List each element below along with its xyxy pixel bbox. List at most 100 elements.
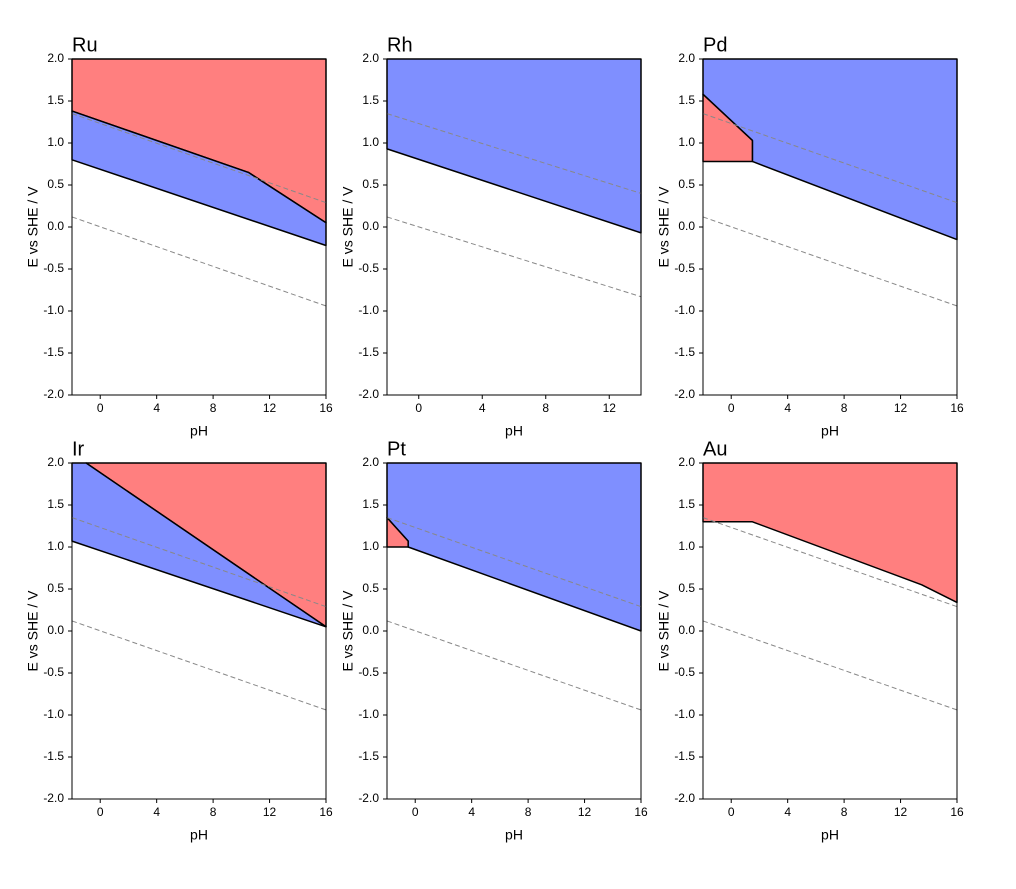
x-tick-label: 4 — [784, 401, 791, 415]
y-tick-label: -1.0 — [358, 707, 379, 721]
y-tick-label: -1.0 — [674, 303, 695, 317]
y-tick-label: -1.5 — [674, 749, 695, 763]
y-axis-label: E vs SHE / V — [656, 186, 672, 268]
x-tick-label: 4 — [468, 805, 475, 819]
y-tick-label: 1.5 — [678, 497, 695, 511]
x-axis-label: pH — [505, 423, 523, 439]
reference-line — [71, 517, 327, 608]
x-tick-label: 12 — [603, 401, 617, 415]
x-tick-label: 12 — [263, 805, 277, 819]
y-axis-label: E vs SHE / V — [340, 186, 356, 268]
region — [386, 462, 642, 632]
x-tick-label: 4 — [479, 401, 486, 415]
chart-title: Au — [703, 438, 727, 460]
y-tick-label: -0.5 — [43, 665, 64, 679]
x-tick-label: 0 — [412, 805, 419, 819]
x-axis-label: pH — [505, 827, 523, 843]
x-axis-label: pH — [190, 827, 208, 843]
y-tick-label: 2.0 — [362, 455, 379, 469]
y-tick-label: 0.5 — [362, 177, 379, 191]
reference-line — [386, 620, 642, 711]
region — [386, 58, 642, 234]
x-tick-label: 4 — [153, 401, 160, 415]
x-tick-label: 8 — [525, 805, 532, 819]
y-tick-label: -1.5 — [43, 345, 64, 359]
y-tick-label: -2.0 — [43, 387, 64, 401]
y-tick-label: 0.0 — [362, 219, 379, 233]
x-tick-label: 12 — [894, 401, 908, 415]
y-tick-label: 2.0 — [47, 455, 64, 469]
x-tick-label: 0 — [728, 401, 735, 415]
region — [702, 462, 958, 604]
y-tick-label: 0.5 — [678, 177, 695, 191]
y-tick-label: -2.0 — [43, 791, 64, 805]
x-axis-label: pH — [821, 423, 839, 439]
y-tick-label: 1.5 — [678, 93, 695, 107]
y-tick-label: 1.0 — [47, 539, 64, 553]
y-tick-label: 1.5 — [47, 497, 64, 511]
y-tick-label: 1.5 — [362, 93, 379, 107]
y-tick-label: 0.0 — [362, 623, 379, 637]
reference-line — [702, 113, 958, 204]
y-tick-label: -0.5 — [358, 261, 379, 275]
y-tick-label: 1.0 — [47, 135, 64, 149]
y-tick-label: -0.5 — [674, 665, 695, 679]
y-axis-label: E vs SHE / V — [340, 590, 356, 672]
x-tick-label: 0 — [97, 805, 104, 819]
x-tick-label: 4 — [153, 805, 160, 819]
y-tick-label: -0.5 — [43, 261, 64, 275]
reference-line — [71, 113, 327, 204]
x-tick-label: 12 — [578, 805, 592, 819]
x-tick-label: 12 — [263, 401, 277, 415]
y-tick-label: -2.0 — [358, 791, 379, 805]
x-tick-label: 8 — [841, 805, 848, 819]
reference-line — [386, 216, 642, 298]
reference-line — [71, 620, 327, 711]
reference-line — [702, 517, 958, 608]
y-tick-label: 1.0 — [678, 135, 695, 149]
x-tick-label: 0 — [728, 805, 735, 819]
y-tick-label: -1.5 — [358, 345, 379, 359]
x-tick-label: 16 — [319, 401, 333, 415]
y-tick-label: 2.0 — [678, 455, 695, 469]
y-tick-label: 0.0 — [47, 219, 64, 233]
y-tick-label: 1.0 — [678, 539, 695, 553]
x-tick-label: 8 — [542, 401, 549, 415]
y-axis-label: E vs SHE / V — [25, 186, 41, 268]
y-tick-label: -1.0 — [43, 707, 64, 721]
x-axis-label: pH — [190, 423, 208, 439]
x-tick-label: 8 — [210, 805, 217, 819]
y-tick-label: -0.5 — [358, 665, 379, 679]
reference-line — [702, 620, 958, 711]
x-tick-label: 16 — [950, 805, 964, 819]
y-axis-label: E vs SHE / V — [25, 590, 41, 672]
reference-line — [386, 517, 642, 608]
x-tick-label: 8 — [841, 401, 848, 415]
y-tick-label: 1.5 — [47, 93, 64, 107]
y-tick-label: -2.0 — [358, 387, 379, 401]
y-tick-label: 2.0 — [678, 51, 695, 65]
chart-title: Rh — [387, 34, 413, 56]
reference-line — [702, 216, 958, 307]
y-tick-label: 0.5 — [47, 177, 64, 191]
y-tick-label: -0.5 — [674, 261, 695, 275]
y-tick-label: -1.0 — [674, 707, 695, 721]
x-tick-label: 4 — [784, 805, 791, 819]
y-axis-label: E vs SHE / V — [656, 590, 672, 672]
y-tick-label: 2.0 — [47, 51, 64, 65]
y-tick-label: 2.0 — [362, 51, 379, 65]
y-tick-label: -1.5 — [43, 749, 64, 763]
y-tick-label: -1.5 — [358, 749, 379, 763]
x-tick-label: 16 — [634, 805, 648, 819]
x-tick-label: 16 — [950, 401, 964, 415]
x-axis-label: pH — [821, 827, 839, 843]
y-tick-label: 0.5 — [47, 581, 64, 595]
y-tick-label: 0.0 — [47, 623, 64, 637]
y-tick-label: -2.0 — [674, 791, 695, 805]
chart-title: Pd — [703, 34, 727, 56]
y-tick-label: 1.5 — [362, 497, 379, 511]
y-tick-label: 0.0 — [678, 623, 695, 637]
x-tick-label: 0 — [415, 401, 422, 415]
x-tick-label: 16 — [319, 805, 333, 819]
